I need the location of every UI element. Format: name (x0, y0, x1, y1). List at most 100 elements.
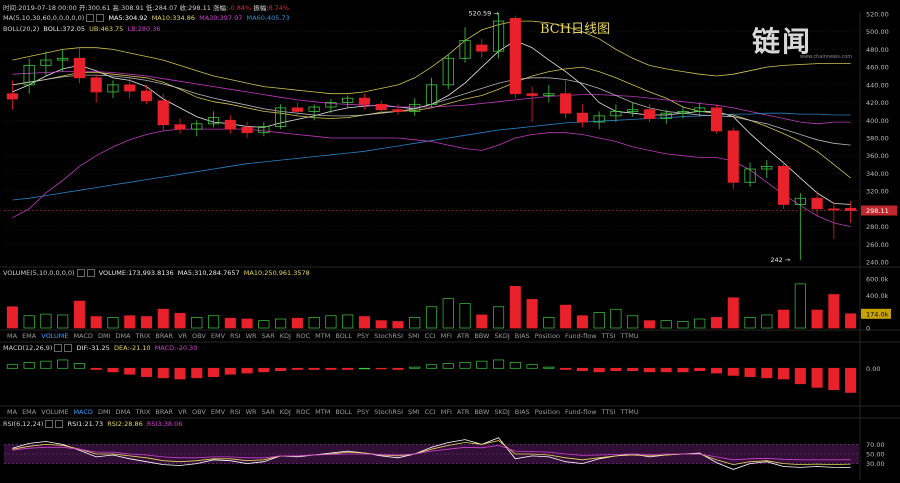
macd-setting[interactable]: MACD(12,26,9) (3, 344, 53, 352)
settings-icon[interactable] (54, 344, 63, 352)
vol-tab-trix[interactable]: TRIX (135, 332, 151, 340)
volume-bar (643, 320, 655, 329)
vol-tab-ttmu[interactable]: TTMU (620, 332, 639, 340)
y-tick-label: 500.00 (866, 28, 889, 36)
vol-tab-bbw[interactable]: BBW (474, 332, 490, 340)
vol-tab-stochrsi[interactable]: StochRSI (374, 332, 403, 340)
macd-tab-ttsi[interactable]: TTSI (601, 408, 616, 416)
vol-tab-ma[interactable]: MA (7, 332, 18, 340)
settings-icon[interactable] (86, 14, 95, 22)
vol-tab-smi[interactable]: SMI (407, 332, 420, 340)
vol-tab-cci[interactable]: CCI (424, 332, 436, 340)
vol-tab-macd[interactable]: MACD (73, 332, 93, 340)
macd-tab-ttmu[interactable]: TTMU (620, 408, 639, 416)
settings-icon[interactable] (76, 269, 85, 277)
volume-setting[interactable]: VOLUME(5,10,0,0,0,0) (3, 269, 75, 277)
macd-tab-kdj[interactable]: KDJ (279, 408, 291, 416)
macd-bar (107, 367, 119, 373)
volume-current-label: 174.0k (866, 310, 889, 318)
volume-bar (23, 315, 35, 329)
macd-tab-brar[interactable]: BRAR (155, 408, 174, 416)
macd-tab-dmi[interactable]: DMI (97, 408, 111, 416)
vol-tab-brar[interactable]: BRAR (155, 332, 174, 340)
vol-tab-position[interactable]: Position (534, 332, 561, 340)
macd-tab-fund-flow[interactable]: Fund-flow (565, 408, 597, 416)
ma-setting[interactable]: MA(5,10,30,60,0,0,0,0,0) (3, 14, 85, 22)
price-annotation: 242 → (770, 256, 790, 264)
rsi-tick-label: 30.00 (866, 460, 885, 468)
macd-tab-dma[interactable]: DMA (115, 408, 131, 416)
vol-tab-sar[interactable]: SAR (261, 332, 275, 340)
vol-tab-skdj[interactable]: SKDJ (494, 332, 510, 340)
settings-icon[interactable] (45, 420, 54, 428)
macd-tab-wr[interactable]: WR (245, 408, 257, 416)
rsi-setting[interactable]: RSI(6,12,24) (3, 420, 44, 428)
candle (325, 102, 337, 108)
macd-bar (425, 364, 438, 369)
volume-bar (392, 321, 404, 329)
vol-tab-mtm[interactable]: MTM (315, 332, 331, 340)
vol-tab-fund-flow[interactable]: Fund-flow (565, 332, 597, 340)
macd-tab-ema[interactable]: EMA (22, 408, 37, 416)
macd-tab-ma[interactable]: MA (7, 408, 18, 416)
vol-tab-wr[interactable]: WR (245, 332, 257, 340)
macd-tab-volume[interactable]: VOLUME (41, 408, 69, 416)
amp-label: 振幅: (253, 4, 269, 12)
macd-tab-sar[interactable]: SAR (261, 408, 275, 416)
macd-tab-mfi[interactable]: MFI (440, 408, 452, 416)
volume-bar (140, 316, 153, 329)
macd-tab-stochrsi[interactable]: StochRSI (374, 408, 403, 416)
close-icon[interactable] (64, 344, 73, 352)
vol-tab-bias[interactable]: BIAS (514, 332, 530, 340)
vol-tab-ttsi[interactable]: TTSI (601, 332, 616, 340)
vol-tab-obv[interactable]: OBV (192, 332, 206, 340)
macd-tab-position[interactable]: Position (534, 408, 561, 416)
macd-tab-mtm[interactable]: MTM (315, 408, 331, 416)
vol-tab-kdj[interactable]: KDJ (279, 332, 291, 340)
macd-tab-cci[interactable]: CCI (424, 408, 436, 416)
volume-bar (208, 315, 220, 329)
vol-tab-vr[interactable]: VR (178, 332, 188, 340)
volume-bar (710, 317, 723, 329)
vol-tab-psy[interactable]: PSY (357, 332, 370, 340)
macd-tab-psy[interactable]: PSY (357, 408, 370, 416)
close-icon[interactable] (96, 14, 105, 22)
candle (845, 207, 857, 211)
grid (0, 12, 900, 480)
macd-bar (509, 361, 521, 369)
volume-bar (191, 317, 203, 329)
close-icon[interactable] (86, 269, 95, 277)
chg-value: -0.84% (228, 4, 252, 12)
macd-tab-vr[interactable]: VR (178, 408, 188, 416)
macd-tab-skdj[interactable]: SKDJ (494, 408, 510, 416)
macd-tab-bias[interactable]: BIAS (514, 408, 530, 416)
macd-bar (90, 367, 102, 370)
vol-tab-dmi[interactable]: DMI (97, 332, 111, 340)
macd-bar (778, 367, 790, 380)
vol-tab-boll[interactable]: BOLL (335, 332, 353, 340)
vol-tab-rsi[interactable]: RSI (230, 332, 241, 340)
macd-tab-smi[interactable]: SMI (407, 408, 420, 416)
macd-tab-atr[interactable]: ATR (456, 408, 470, 416)
boll-setting[interactable]: BOLL(20,2) (3, 25, 40, 33)
vol-tab-dma[interactable]: DMA (115, 332, 131, 340)
vol-tab-roc[interactable]: ROC (295, 332, 311, 340)
macd-tab-obv[interactable]: OBV (192, 408, 206, 416)
high-value: 308.91 (121, 4, 144, 12)
volume-bar (677, 321, 689, 329)
vol-tab-volume[interactable]: VOLUME (41, 332, 69, 340)
boll-value: BOLL:372.05 (43, 25, 86, 33)
macd-tab-bbw[interactable]: BBW (474, 408, 490, 416)
vol-tab-ema[interactable]: EMA (22, 332, 37, 340)
macd-tab-emv[interactable]: EMV (210, 408, 226, 416)
macd-tab-boll[interactable]: BOLL (335, 408, 353, 416)
close-icon[interactable] (55, 420, 64, 428)
vol-tab-emv[interactable]: EMV (210, 332, 226, 340)
macd-tab-rsi[interactable]: RSI (230, 408, 241, 416)
macd-tab-roc[interactable]: ROC (295, 408, 311, 416)
vol-tab-atr[interactable]: ATR (456, 332, 470, 340)
vol-tab-mfi[interactable]: MFI (440, 332, 452, 340)
macd-tab-trix[interactable]: TRIX (135, 408, 151, 416)
macd-tab-macd[interactable]: MACD (73, 408, 93, 416)
